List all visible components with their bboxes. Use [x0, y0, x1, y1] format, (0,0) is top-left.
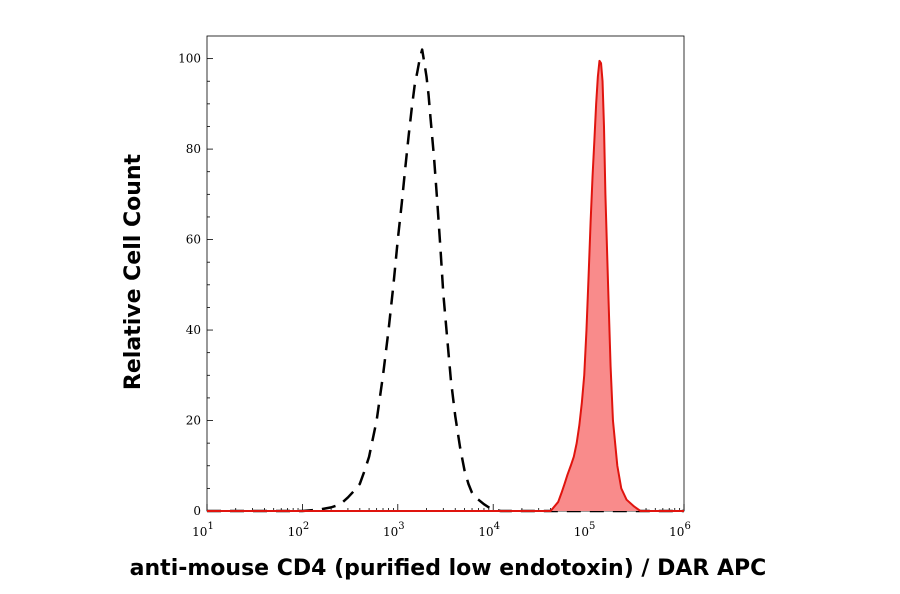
x-tick-base: 10 [478, 525, 493, 539]
series-0-dashed-line [207, 48, 684, 513]
y-axis-title: Relative Cell Count [121, 153, 146, 390]
y-tick-label: 80 [186, 142, 201, 156]
x-axis-title: anti-mouse CD4 (purified low endotoxin) … [130, 556, 767, 581]
y-tick-label: 60 [186, 233, 201, 247]
x-tick-label: 101 [192, 521, 214, 539]
x-tick-base: 10 [288, 525, 303, 539]
x-tick-label: 106 [669, 521, 691, 539]
y-tick-label: 100 [178, 52, 201, 66]
x-tick-exponent: 2 [303, 521, 309, 532]
series-1-outline [207, 59, 684, 512]
y-tick-label: 40 [186, 323, 201, 337]
x-tick-label: 105 [574, 521, 596, 539]
x-tick-base: 10 [574, 525, 589, 539]
x-tick-exponent: 5 [589, 521, 595, 532]
y-tick-label: 20 [186, 414, 201, 428]
x-tick-base: 10 [192, 525, 207, 539]
x-tick-label: 103 [383, 521, 405, 539]
x-tick-exponent: 4 [494, 521, 500, 532]
x-tick-base: 10 [383, 525, 398, 539]
x-tick-label: 104 [478, 521, 500, 539]
series-1-fill [207, 60, 684, 511]
x-tick-label: 102 [288, 521, 310, 539]
x-tick-exponent: 1 [207, 521, 213, 532]
y-axis: 0 20 40 60 80 100 [178, 52, 213, 518]
x-tick-exponent: 3 [398, 521, 404, 532]
y-tick-label: 0 [193, 504, 201, 518]
x-tick-base: 10 [669, 525, 684, 539]
x-tick-exponent: 6 [684, 521, 690, 532]
series-layer [207, 48, 684, 513]
